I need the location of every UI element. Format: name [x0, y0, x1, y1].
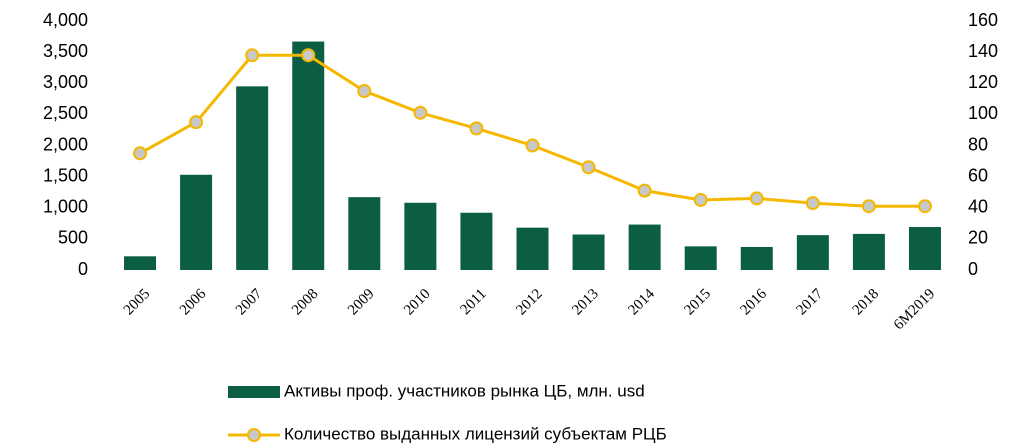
- y-tick-label: 0: [78, 259, 88, 279]
- x-tick-label: 2011: [458, 286, 490, 318]
- line-marker: [245, 48, 260, 63]
- x-tick-label: 2009: [345, 286, 378, 319]
- line-marker: [693, 192, 708, 207]
- x-tick-label: 2010: [401, 286, 434, 319]
- bar: [796, 235, 829, 270]
- line-marker: [917, 199, 932, 214]
- bar: [852, 233, 885, 270]
- line-marker: [133, 146, 148, 161]
- y2-tick-label: 0: [968, 259, 978, 279]
- bar: [516, 227, 549, 270]
- y-tick-label: 1,500: [43, 165, 88, 185]
- y2-tick-label: 20: [968, 228, 988, 248]
- bar: [740, 246, 773, 270]
- x-tick-label: 2015: [681, 286, 714, 319]
- bar: [628, 224, 661, 270]
- bar: [236, 86, 269, 270]
- bar: [572, 234, 605, 270]
- y-tick-label: 2,500: [43, 103, 88, 123]
- y2-tick-label: 140: [968, 41, 998, 61]
- bar: [404, 202, 437, 270]
- line-marker: [357, 84, 372, 99]
- bar: [348, 197, 381, 270]
- y-tick-label: 500: [58, 228, 88, 248]
- bar: [460, 212, 493, 270]
- y-tick-label: 1,000: [43, 197, 88, 217]
- x-tick-label: 2016: [737, 286, 770, 319]
- x-tick-label: 2012: [513, 286, 546, 319]
- y-tick-label: 2,000: [43, 134, 88, 154]
- x-tick-label: 2018: [850, 286, 883, 319]
- y2-tick-label: 80: [968, 134, 988, 154]
- x-tick-label: 2017: [794, 286, 827, 319]
- legend-swatch-marker: [247, 428, 261, 442]
- legend-swatch: [228, 386, 280, 398]
- line-marker: [301, 48, 316, 63]
- y2-tick-label: 60: [968, 165, 988, 185]
- y2-tick-label: 160: [968, 10, 998, 30]
- line-marker: [581, 160, 596, 175]
- line-marker: [469, 121, 484, 136]
- x-tick-label: 2006: [177, 286, 210, 319]
- legend-label: Активы проф. участников рынка ЦБ, млн. u…: [284, 381, 645, 400]
- x-tick-label: 2014: [625, 286, 658, 319]
- x-tick-label: 2008: [289, 286, 322, 319]
- bar: [292, 41, 325, 271]
- line-marker: [805, 196, 820, 211]
- y2-tick-label: 100: [968, 103, 998, 123]
- line-marker: [637, 183, 652, 198]
- line-marker: [525, 138, 540, 153]
- x-tick-label: 2007: [233, 286, 266, 319]
- line-marker: [189, 115, 204, 130]
- y2-tick-label: 40: [968, 197, 988, 217]
- y2-tick-label: 120: [968, 72, 998, 92]
- line-marker: [749, 191, 764, 206]
- bar: [684, 246, 717, 270]
- bar: [124, 256, 157, 270]
- x-tick-label: 2005: [121, 286, 154, 319]
- bar: [180, 174, 213, 270]
- line-marker: [413, 105, 428, 120]
- x-tick-label: 6M2019: [891, 286, 938, 333]
- y-tick-label: 4,000: [43, 10, 88, 30]
- bar: [908, 227, 941, 270]
- y-tick-label: 3,000: [43, 72, 88, 92]
- legend-label: Количество выданных лицензий субъектам Р…: [284, 424, 667, 443]
- x-tick-label: 2013: [569, 286, 602, 319]
- line-marker: [861, 199, 876, 214]
- y-tick-label: 3,500: [43, 41, 88, 61]
